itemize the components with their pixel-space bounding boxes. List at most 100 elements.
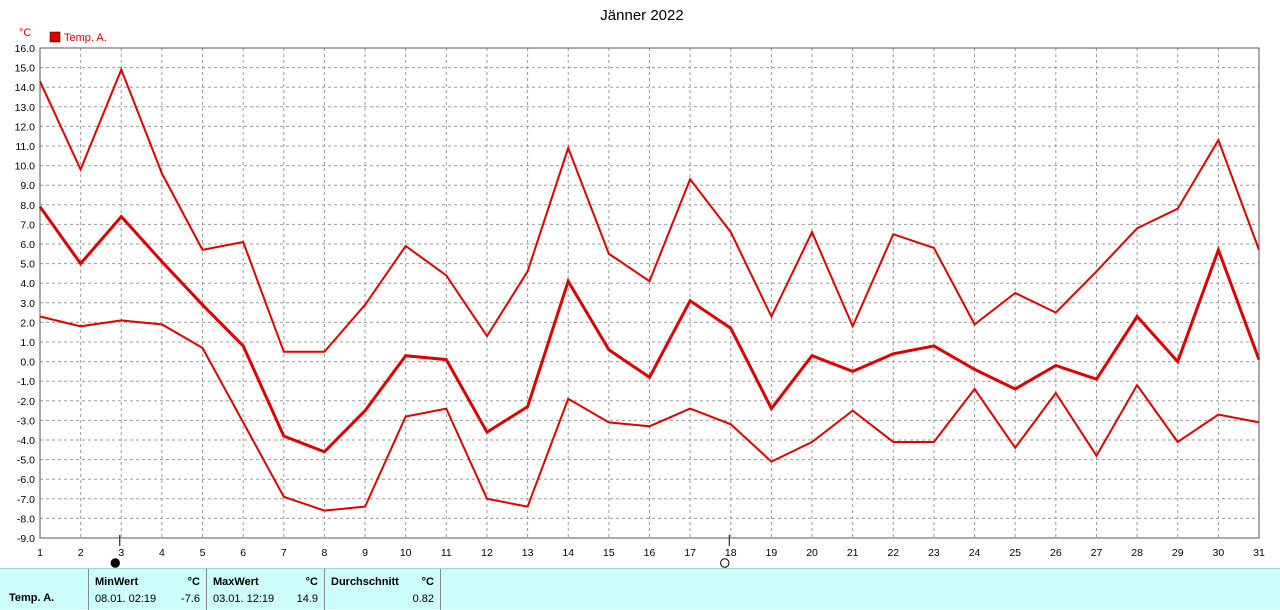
x-tick-label: 20 xyxy=(806,547,818,559)
temperature-chart: Jänner 2022 °C Temp. A. 16.015.014.013.0… xyxy=(15,7,1265,568)
data-point-min xyxy=(405,415,407,418)
max-value: 14.9 xyxy=(296,593,318,605)
x-tick-label: 23 xyxy=(928,547,940,559)
x-tick-label: 29 xyxy=(1172,547,1184,559)
x-tick-label: 14 xyxy=(562,547,574,559)
y-tick-label: 0.0 xyxy=(20,357,35,369)
data-point-max xyxy=(527,270,529,273)
max-header: MaxWert xyxy=(213,576,259,588)
data-point-mean xyxy=(811,355,813,357)
x-axis-ticks: 1 2 3 4 5 6 7 8 9 10 11 12 13 14 15 16 17 18 19 20 21 22 23 24 2… xyxy=(37,547,1265,559)
data-point-mean xyxy=(323,451,326,453)
data-point-mean xyxy=(933,345,935,347)
max-value-column: MaxWert °C 03.01. 12:19 14.9 xyxy=(206,569,324,610)
data-point-min xyxy=(1217,413,1219,416)
data-point-min xyxy=(120,319,122,322)
y-tick-label: 6.0 xyxy=(20,239,35,251)
y-tick-label: 11.0 xyxy=(15,141,35,153)
data-point-max xyxy=(730,231,732,233)
x-tick-label: 30 xyxy=(1213,547,1225,559)
y-axis-ticks: 16.0 15.0 14.0 13.0 12.0 11.0 10.0 9.0 8.0 7.0 6.0… xyxy=(15,43,36,545)
x-tick-label: 16 xyxy=(644,547,656,559)
data-point-min xyxy=(892,441,894,443)
legend-swatch xyxy=(49,31,61,43)
data-point-min xyxy=(323,509,326,512)
plot-frame xyxy=(39,47,1260,539)
y-tick-label: 10.0 xyxy=(15,161,36,173)
data-point-max xyxy=(161,172,163,175)
data-point-mean xyxy=(892,353,894,355)
data-point-max xyxy=(445,274,447,276)
data-point-min xyxy=(201,347,204,349)
x-tick-label: 5 xyxy=(200,547,206,559)
x-tick-label: 21 xyxy=(847,547,859,559)
x-tick-label: 9 xyxy=(362,547,368,559)
data-point-min xyxy=(445,408,447,410)
data-point-mean xyxy=(527,406,529,408)
data-point-mean xyxy=(445,359,447,361)
data-point-mean xyxy=(1177,361,1179,363)
min-date: 08.01. 02:19 xyxy=(95,593,157,605)
data-point-mean xyxy=(730,327,732,329)
data-point-min xyxy=(852,410,854,412)
y-tick-label: -6.0 xyxy=(17,474,35,486)
y-tick-label: -3.0 xyxy=(17,415,35,427)
data-point-mean xyxy=(1217,249,1219,251)
new-moon-icon xyxy=(720,558,730,568)
x-tick-label: 27 xyxy=(1091,547,1103,559)
data-point-max xyxy=(1055,312,1057,314)
x-tick-label: 12 xyxy=(481,547,493,559)
data-point-max xyxy=(1177,208,1179,210)
data-point-min xyxy=(770,460,773,463)
data-point-mean xyxy=(364,410,366,412)
data-point-min xyxy=(933,441,935,443)
footer-series-label: Temp. A. xyxy=(9,592,55,604)
data-point-max xyxy=(364,304,366,306)
data-point-min xyxy=(1055,392,1057,394)
data-point-max xyxy=(405,245,407,247)
x-tick-label: 11 xyxy=(441,547,452,559)
data-point-max xyxy=(323,351,326,353)
data-point-mean xyxy=(486,431,488,433)
data-point-max xyxy=(933,247,935,249)
x-tick-label: 22 xyxy=(887,547,899,559)
y-tick-label: 13.0 xyxy=(15,102,36,114)
moon-markers xyxy=(110,535,730,568)
data-point-min xyxy=(973,388,976,390)
data-point-min xyxy=(1014,447,1016,449)
legend-label: Temp. A. xyxy=(64,32,107,44)
min-value: -7.6 xyxy=(181,593,200,605)
data-point-max xyxy=(120,68,122,71)
data-point-min xyxy=(689,408,691,410)
y-tick-label: -8.0 xyxy=(17,513,35,525)
y-tick-label: 1.0 xyxy=(20,337,35,349)
y-tick-label: -2.0 xyxy=(17,396,35,408)
data-point-min xyxy=(527,506,529,508)
data-point-max xyxy=(892,233,894,235)
data-point-mean xyxy=(689,300,691,302)
data-point-max xyxy=(770,315,773,318)
y-tick-label: -4.0 xyxy=(17,435,35,447)
full-moon-icon xyxy=(110,558,120,568)
data-point-max xyxy=(80,168,82,171)
y-tick-label: 16.0 xyxy=(15,43,36,55)
data-point-max xyxy=(973,323,976,325)
data-point-mean xyxy=(770,408,773,410)
data-point-min xyxy=(161,323,163,325)
data-point-mean xyxy=(648,376,651,378)
max-date: 03.01. 12:19 xyxy=(213,593,275,605)
data-point-min xyxy=(1136,384,1138,386)
y-tick-label: -1.0 xyxy=(17,376,35,388)
data-point-mean xyxy=(80,263,82,265)
min-value-column: MinWert °C 08.01. 02:19 -7.6 xyxy=(88,569,206,610)
data-point-mean xyxy=(567,280,569,282)
y-tick-label: 14.0 xyxy=(15,82,36,94)
data-point-min xyxy=(80,325,82,327)
x-tick-label: 15 xyxy=(603,547,615,559)
data-point-mean xyxy=(242,345,244,347)
y-tick-label: 8.0 xyxy=(20,200,35,212)
average-unit: °C xyxy=(421,576,434,588)
data-point-mean xyxy=(973,368,976,371)
data-point-min xyxy=(567,398,569,400)
x-tick-label: 25 xyxy=(1009,547,1021,559)
